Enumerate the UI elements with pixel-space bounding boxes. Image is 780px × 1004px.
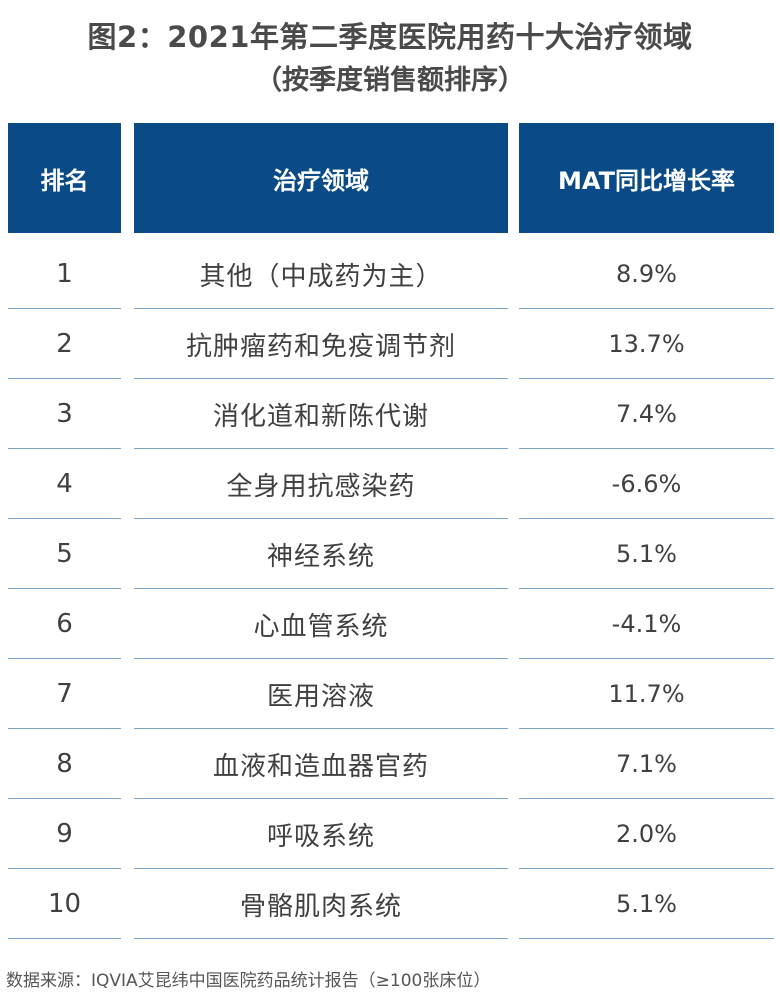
- area-cell: 抗肿瘤药和免疫调节剂: [185, 331, 456, 362]
- row-divider: [134, 868, 508, 869]
- header-rank: 排名: [8, 123, 121, 233]
- row-divider: [519, 308, 774, 309]
- data-source-note: 数据来源：IQVIA艾昆纬中国医院药品统计报告（≥100张床位）: [6, 971, 491, 991]
- row-divider: [8, 798, 121, 799]
- row-divider: [134, 658, 508, 659]
- area-cell: 消化道和新陈代谢: [212, 401, 429, 432]
- table-row: 8 血液和造血器官药 7.1%: [8, 729, 774, 799]
- mat-cell: -4.1%: [611, 610, 682, 638]
- chart-title: 图2：2021年第二季度医院用药十大治疗领域: [87, 20, 693, 54]
- row-divider: [519, 378, 774, 379]
- mat-cell: -6.6%: [611, 470, 682, 498]
- row-divider: [134, 588, 508, 589]
- area-cell: 血液和造血器官药: [212, 751, 429, 782]
- row-divider: [8, 448, 121, 449]
- area-cell: 全身用抗感染药: [226, 471, 416, 502]
- row-divider: [8, 518, 121, 519]
- row-divider: [134, 728, 508, 729]
- row-divider: [519, 658, 774, 659]
- row-divider: [519, 868, 774, 869]
- area-cell: 骨骼肌肉系统: [239, 891, 402, 922]
- table-row: 5 神经系统 5.1%: [8, 519, 774, 589]
- rank-cell: 3: [56, 399, 73, 429]
- row-divider: [134, 938, 508, 939]
- area-cell: 其他（中成药为主）: [199, 261, 443, 292]
- row-divider: [8, 868, 121, 869]
- rank-cell: 4: [56, 469, 73, 499]
- row-divider: [134, 308, 508, 309]
- rank-cell: 8: [56, 749, 73, 779]
- mat-cell: 8.9%: [616, 260, 677, 288]
- table-row: 2 抗肿瘤药和免疫调节剂 13.7%: [8, 309, 774, 379]
- row-divider: [519, 518, 774, 519]
- area-cell: 呼吸系统: [266, 821, 375, 852]
- row-divider: [519, 448, 774, 449]
- rank-cell: 9: [56, 819, 73, 849]
- area-cell: 心血管系统: [253, 611, 389, 642]
- table-row: 9 呼吸系统 2.0%: [8, 799, 774, 869]
- rank-cell: 6: [56, 609, 73, 639]
- row-divider: [134, 798, 508, 799]
- mat-cell: 7.1%: [616, 750, 677, 778]
- row-divider: [8, 938, 121, 939]
- mat-cell: 13.7%: [608, 330, 685, 358]
- header-mat: MAT同比增长率: [519, 123, 774, 233]
- table-row: 7 医用溶液 11.7%: [8, 659, 774, 729]
- mat-cell: 5.1%: [616, 540, 677, 568]
- mat-cell: 11.7%: [608, 680, 685, 708]
- chart-subtitle: （按季度销售额排序）: [255, 65, 525, 96]
- row-divider: [519, 588, 774, 589]
- table-row: 4 全身用抗感染药 -6.6%: [8, 449, 774, 519]
- row-divider: [8, 308, 121, 309]
- row-divider: [8, 658, 121, 659]
- row-divider: [134, 518, 508, 519]
- table-row: 10 骨骼肌肉系统 5.1%: [8, 869, 774, 939]
- header-area: 治疗领域: [134, 123, 508, 233]
- rank-cell: 5: [56, 539, 73, 569]
- mat-cell: 5.1%: [616, 890, 677, 918]
- mat-cell: 2.0%: [616, 820, 677, 848]
- rank-cell: 7: [56, 679, 73, 709]
- row-divider: [8, 728, 121, 729]
- table-body: 1 其他（中成药为主） 8.9% 2 抗肿瘤药和免疫调节剂 13.7% 3 消化道和新陈代谢 7…: [8, 239, 774, 939]
- row-divider: [134, 378, 508, 379]
- row-divider: [134, 448, 508, 449]
- row-divider: [8, 378, 121, 379]
- mat-cell: 7.4%: [616, 400, 677, 428]
- table-row: 3 消化道和新陈代谢 7.4%: [8, 379, 774, 449]
- rank-cell: 2: [56, 329, 73, 359]
- area-cell: 神经系统: [266, 541, 375, 572]
- row-divider: [519, 938, 774, 939]
- table-row: 1 其他（中成药为主） 8.9%: [8, 239, 774, 309]
- rank-cell: 1: [56, 259, 73, 289]
- area-cell: 医用溶液: [266, 681, 375, 712]
- row-divider: [8, 588, 121, 589]
- row-divider: [519, 728, 774, 729]
- rank-cell: 10: [47, 889, 82, 919]
- row-divider: [519, 798, 774, 799]
- table-row: 6 心血管系统 -4.1%: [8, 589, 774, 659]
